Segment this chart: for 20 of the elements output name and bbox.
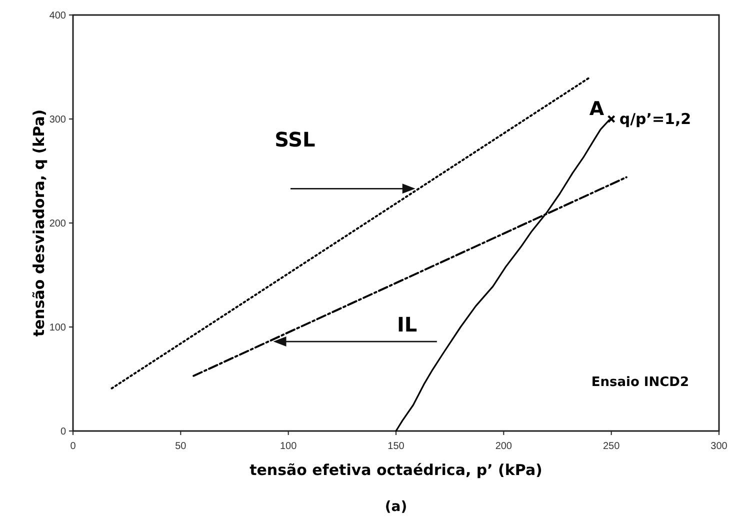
x-tick-label: 200 bbox=[495, 441, 512, 452]
x-tick-label: 0 bbox=[70, 441, 76, 452]
annotation: IL bbox=[396, 312, 418, 337]
x-axis-title: tensão efetiva octaédrica, p’ (kPa) bbox=[250, 461, 542, 479]
annotation: A bbox=[589, 98, 604, 120]
x-tick-label: 300 bbox=[710, 441, 728, 452]
annotation: Ensaio INCD2 bbox=[591, 375, 689, 390]
y-tick-label: 400 bbox=[49, 10, 66, 22]
y-tick-label: 300 bbox=[49, 114, 66, 126]
y-tick-label: 0 bbox=[60, 426, 66, 438]
text: (a) bbox=[384, 499, 408, 515]
y-tick-label: 200 bbox=[49, 218, 66, 230]
x-tick-label: 50 bbox=[175, 441, 187, 452]
y-tick-label: 100 bbox=[49, 322, 66, 334]
annotation: q/p’=1,2 bbox=[619, 110, 692, 128]
x-tick-label: 250 bbox=[602, 441, 620, 452]
x-tick-label: 150 bbox=[388, 441, 405, 452]
y-axis-title: tensão desviadora, q (kPa) bbox=[30, 109, 48, 337]
x-tick-label: 100 bbox=[280, 441, 298, 452]
annotation: SSL bbox=[274, 128, 316, 152]
